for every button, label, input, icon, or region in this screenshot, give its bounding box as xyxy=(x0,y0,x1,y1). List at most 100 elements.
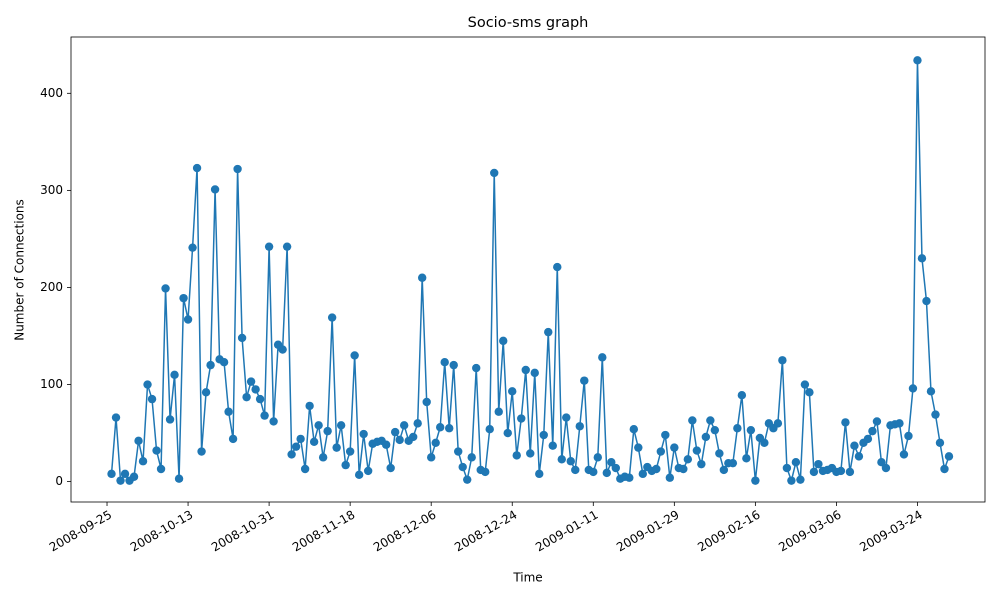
data-point xyxy=(787,476,796,485)
data-point xyxy=(899,450,909,459)
data-point xyxy=(336,421,346,430)
data-point xyxy=(719,465,729,475)
data-point xyxy=(278,345,287,354)
data-point xyxy=(134,436,143,446)
data-point xyxy=(679,464,688,474)
data-point xyxy=(210,185,220,194)
data-point xyxy=(120,469,130,479)
data-point xyxy=(634,443,643,452)
data-point xyxy=(233,164,242,174)
data-point xyxy=(557,455,566,464)
data-point xyxy=(454,447,463,456)
data-point xyxy=(544,327,553,337)
x-tick-label: 2009-03-06 xyxy=(776,508,843,555)
data-point xyxy=(129,472,139,481)
x-tick-label: 2009-01-29 xyxy=(614,508,681,555)
data-point xyxy=(264,242,274,251)
data-point xyxy=(566,457,575,466)
data-point xyxy=(449,360,458,370)
x-tick-label: 2008-10-31 xyxy=(209,508,276,555)
data-point xyxy=(152,446,161,455)
data-point xyxy=(147,394,157,404)
data-point xyxy=(850,441,859,450)
data-point xyxy=(913,56,922,65)
data-point xyxy=(165,415,175,424)
data-point xyxy=(503,428,512,438)
data-point xyxy=(341,460,350,470)
data-point xyxy=(778,356,787,365)
data-point xyxy=(390,427,400,437)
y-tick-label: 300 xyxy=(40,183,63,197)
data-point xyxy=(463,475,472,484)
data-point xyxy=(314,421,323,430)
data-point xyxy=(512,451,521,460)
data-point xyxy=(485,424,494,434)
data-point xyxy=(183,315,193,324)
data-point xyxy=(116,476,125,485)
data-point xyxy=(517,414,526,423)
data-point xyxy=(426,453,436,462)
chart-title: Socio-sms graph xyxy=(468,15,589,31)
data-point xyxy=(381,440,391,449)
data-point xyxy=(255,394,265,404)
data-point xyxy=(228,434,238,444)
data-point xyxy=(944,452,954,461)
x-tick-label: 2008-12-24 xyxy=(452,508,519,555)
data-point xyxy=(737,391,747,400)
data-point xyxy=(188,243,197,252)
x-axis-label: Time xyxy=(512,571,542,585)
data-point xyxy=(553,262,562,272)
data-line xyxy=(110,60,950,484)
data-point xyxy=(156,464,166,474)
data-point xyxy=(602,468,611,478)
data-point xyxy=(530,368,539,378)
data-point xyxy=(291,442,301,451)
data-point xyxy=(327,313,337,322)
data-point xyxy=(206,360,215,370)
data-point xyxy=(571,465,580,475)
data-point xyxy=(751,476,760,485)
y-tick-label: 0 xyxy=(55,474,63,488)
data-point xyxy=(431,438,440,447)
data-point xyxy=(638,469,648,479)
data-point xyxy=(710,425,720,435)
data-point xyxy=(940,464,949,474)
data-point xyxy=(589,467,598,477)
data-point xyxy=(872,417,882,426)
data-point xyxy=(665,473,675,482)
data-point xyxy=(868,426,877,436)
y-axis-label: Number of Connections xyxy=(13,199,27,341)
data-point xyxy=(408,432,418,442)
data-point xyxy=(499,336,508,346)
data-point xyxy=(472,363,481,373)
data-point xyxy=(863,434,873,444)
data-point xyxy=(282,242,292,251)
data-point xyxy=(908,384,918,393)
data-point xyxy=(138,457,148,466)
data-point xyxy=(670,443,679,452)
data-point xyxy=(224,407,233,416)
data-point xyxy=(706,416,715,425)
data-point xyxy=(251,385,260,394)
data-point xyxy=(715,449,724,458)
data-point xyxy=(494,407,503,416)
data-point xyxy=(652,464,661,474)
data-point xyxy=(836,466,846,476)
data-point xyxy=(490,168,499,178)
data-point xyxy=(854,452,864,461)
data-point xyxy=(107,469,116,479)
data-point xyxy=(661,430,670,440)
data-point xyxy=(688,416,697,425)
data-point xyxy=(683,455,693,464)
data-point xyxy=(436,423,445,432)
x-tick-label: 2009-01-11 xyxy=(533,508,600,555)
data-point xyxy=(359,429,368,439)
data-point xyxy=(246,377,256,386)
data-point xyxy=(399,421,409,430)
x-tick-label: 2009-03-24 xyxy=(857,508,924,555)
data-point xyxy=(881,463,891,473)
data-point xyxy=(287,450,296,459)
data-point xyxy=(598,353,607,362)
data-point xyxy=(422,397,431,407)
data-point xyxy=(242,392,251,402)
